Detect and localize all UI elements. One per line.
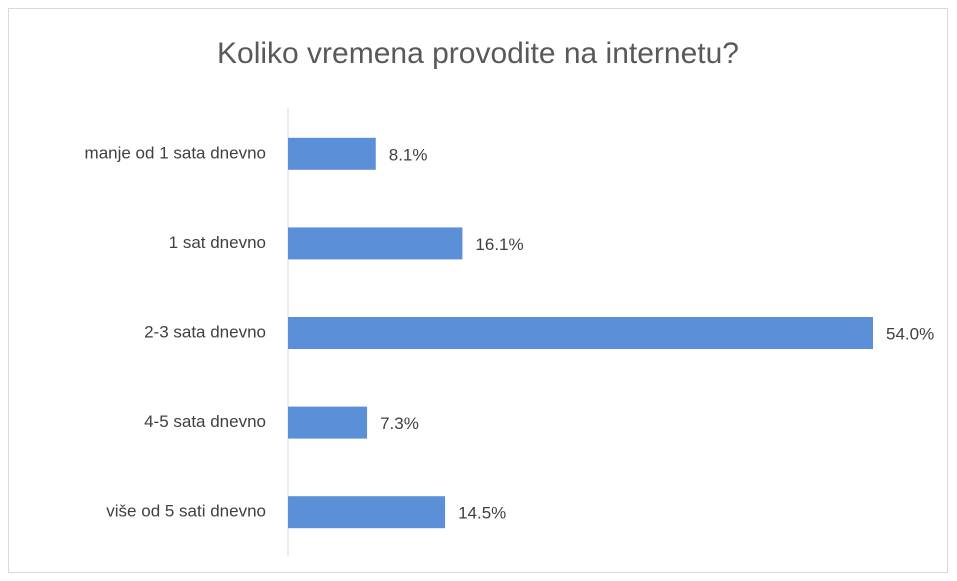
- data-label: 54.0%: [886, 324, 934, 343]
- y-tick-label: više od 5 sati dnevno: [106, 502, 266, 521]
- y-tick-label: 4-5 sata dnevno: [144, 412, 266, 431]
- y-tick-label: 2-3 sata dnevno: [144, 322, 266, 341]
- y-tick-label: 1 sat dnevno: [169, 233, 266, 252]
- chart-frame: [8, 8, 948, 573]
- chart-title: Koliko vremena provodite na internetu?: [217, 37, 739, 70]
- bar: [288, 137, 376, 170]
- data-label: 16.1%: [475, 235, 523, 254]
- bar: [288, 227, 463, 260]
- y-tick-label: manje od 1 sata dnevno: [85, 143, 266, 162]
- data-label: 7.3%: [380, 414, 419, 433]
- bar: [288, 317, 873, 349]
- data-label: 14.5%: [458, 504, 506, 523]
- bar: [288, 406, 368, 439]
- bar: [288, 496, 446, 529]
- data-label: 8.1%: [389, 145, 428, 164]
